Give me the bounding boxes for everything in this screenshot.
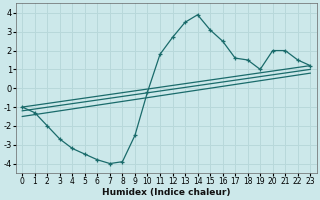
X-axis label: Humidex (Indice chaleur): Humidex (Indice chaleur) — [102, 188, 230, 197]
